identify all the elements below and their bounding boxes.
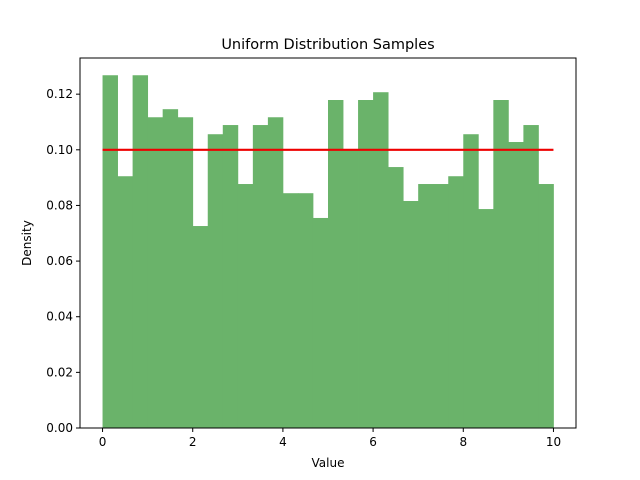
histogram-bar: [132, 75, 149, 429]
y-tick-label: 0.04: [46, 310, 73, 324]
histogram-bar: [282, 193, 299, 428]
histogram-bar: [117, 176, 134, 428]
y-tick-label: 0.10: [46, 143, 73, 157]
histogram-bar: [343, 149, 359, 428]
histogram-bar: [493, 100, 509, 429]
histogram-bar: [448, 176, 464, 428]
histogram-bar: [222, 125, 239, 429]
histogram-bar: [328, 100, 344, 429]
histogram-bar: [207, 134, 224, 428]
histogram-bar: [373, 92, 389, 428]
x-tick-label: 8: [459, 435, 467, 449]
y-tick-label: 0.08: [46, 198, 73, 212]
histogram-bar: [358, 100, 374, 429]
histogram-bar: [237, 184, 254, 428]
y-axis-label: Density: [20, 220, 34, 266]
histogram-bar: [523, 125, 539, 429]
y-tick-label: 0.00: [46, 421, 73, 435]
histogram-bar: [433, 184, 449, 428]
y-tick-label: 0.06: [46, 254, 73, 268]
y-tick-label: 0.02: [46, 365, 73, 379]
histogram-bar: [312, 217, 329, 428]
x-tick-label: 0: [99, 435, 107, 449]
histogram-bar: [177, 117, 194, 428]
plot-frame: [79, 57, 577, 429]
chart-title: Uniform Distribution Samples: [221, 37, 434, 53]
histogram-bar: [538, 184, 554, 428]
histogram-bar: [388, 167, 404, 429]
histogram-bar: [508, 142, 524, 429]
histogram-bar: [403, 200, 419, 428]
histogram-bar: [297, 193, 314, 428]
x-axis-label: Value: [312, 456, 345, 470]
histogram-bar: [478, 209, 494, 428]
histogram-bar: [102, 75, 118, 429]
y-tick-label: 0.12: [46, 87, 73, 101]
x-tick-label: 4: [279, 435, 287, 449]
histogram-bar: [192, 226, 209, 428]
histogram-bar: [418, 184, 434, 428]
histogram-bar: [267, 117, 284, 428]
histogram-bar: [162, 109, 179, 428]
x-tick-label: 10: [546, 435, 561, 449]
x-tick-label: 2: [189, 435, 197, 449]
histogram-bar: [147, 117, 164, 428]
histogram-bar: [252, 125, 269, 429]
histogram-bar: [463, 134, 479, 428]
x-tick-label: 6: [369, 435, 377, 449]
